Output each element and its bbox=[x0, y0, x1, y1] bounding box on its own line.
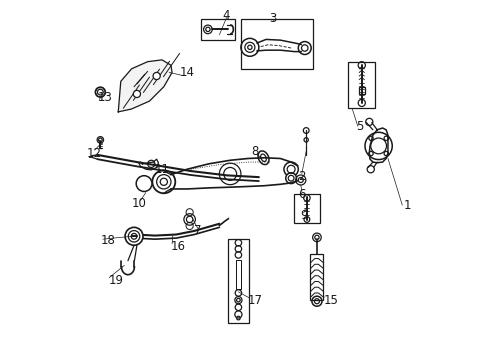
Circle shape bbox=[153, 72, 160, 80]
Text: 3: 3 bbox=[269, 12, 276, 25]
Circle shape bbox=[133, 90, 140, 98]
Polygon shape bbox=[368, 128, 387, 163]
Text: 19: 19 bbox=[108, 274, 123, 287]
Bar bbox=[310, 253, 323, 300]
Polygon shape bbox=[118, 60, 172, 112]
Text: 7: 7 bbox=[194, 224, 202, 237]
Bar bbox=[235, 260, 241, 289]
Text: 8: 8 bbox=[251, 145, 259, 158]
Text: 1: 1 bbox=[403, 199, 411, 212]
Text: 6: 6 bbox=[298, 188, 305, 201]
Bar bbox=[358, 87, 364, 94]
Circle shape bbox=[183, 214, 195, 225]
Text: 10: 10 bbox=[131, 197, 146, 210]
Bar bbox=[227, 239, 248, 323]
Text: 17: 17 bbox=[247, 294, 263, 307]
Circle shape bbox=[125, 227, 142, 245]
Bar bbox=[201, 19, 234, 40]
Text: 9: 9 bbox=[299, 210, 307, 222]
Text: 12: 12 bbox=[86, 147, 101, 159]
Text: 18: 18 bbox=[101, 234, 116, 247]
Text: 16: 16 bbox=[171, 240, 185, 253]
Circle shape bbox=[285, 173, 296, 184]
Text: 14: 14 bbox=[180, 66, 195, 79]
Circle shape bbox=[219, 163, 241, 185]
Bar bbox=[293, 194, 319, 223]
Text: 4: 4 bbox=[223, 9, 230, 22]
Circle shape bbox=[136, 176, 152, 192]
Circle shape bbox=[284, 162, 298, 176]
Bar bbox=[241, 19, 312, 69]
Text: 13: 13 bbox=[97, 91, 112, 104]
Text: 15: 15 bbox=[323, 294, 338, 307]
Text: 2: 2 bbox=[298, 170, 305, 183]
Circle shape bbox=[152, 170, 175, 193]
Text: 5: 5 bbox=[355, 120, 362, 133]
Text: 11: 11 bbox=[155, 163, 169, 176]
Bar bbox=[348, 62, 375, 108]
